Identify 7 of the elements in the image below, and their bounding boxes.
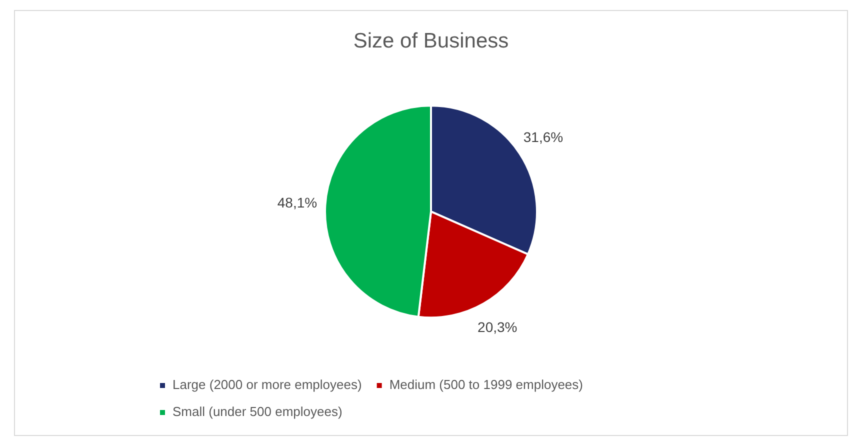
legend-label: Medium (500 to 1999 employees) — [389, 377, 583, 392]
data-label: 20,3% — [478, 318, 518, 335]
legend-label: Large (2000 or more employees) — [172, 377, 362, 392]
data-label: 31,6% — [523, 129, 564, 146]
legend-label: Small (under 500 employees) — [172, 404, 342, 420]
chart-title: Size of Business — [353, 29, 509, 52]
data-label: 48,1% — [277, 194, 318, 210]
